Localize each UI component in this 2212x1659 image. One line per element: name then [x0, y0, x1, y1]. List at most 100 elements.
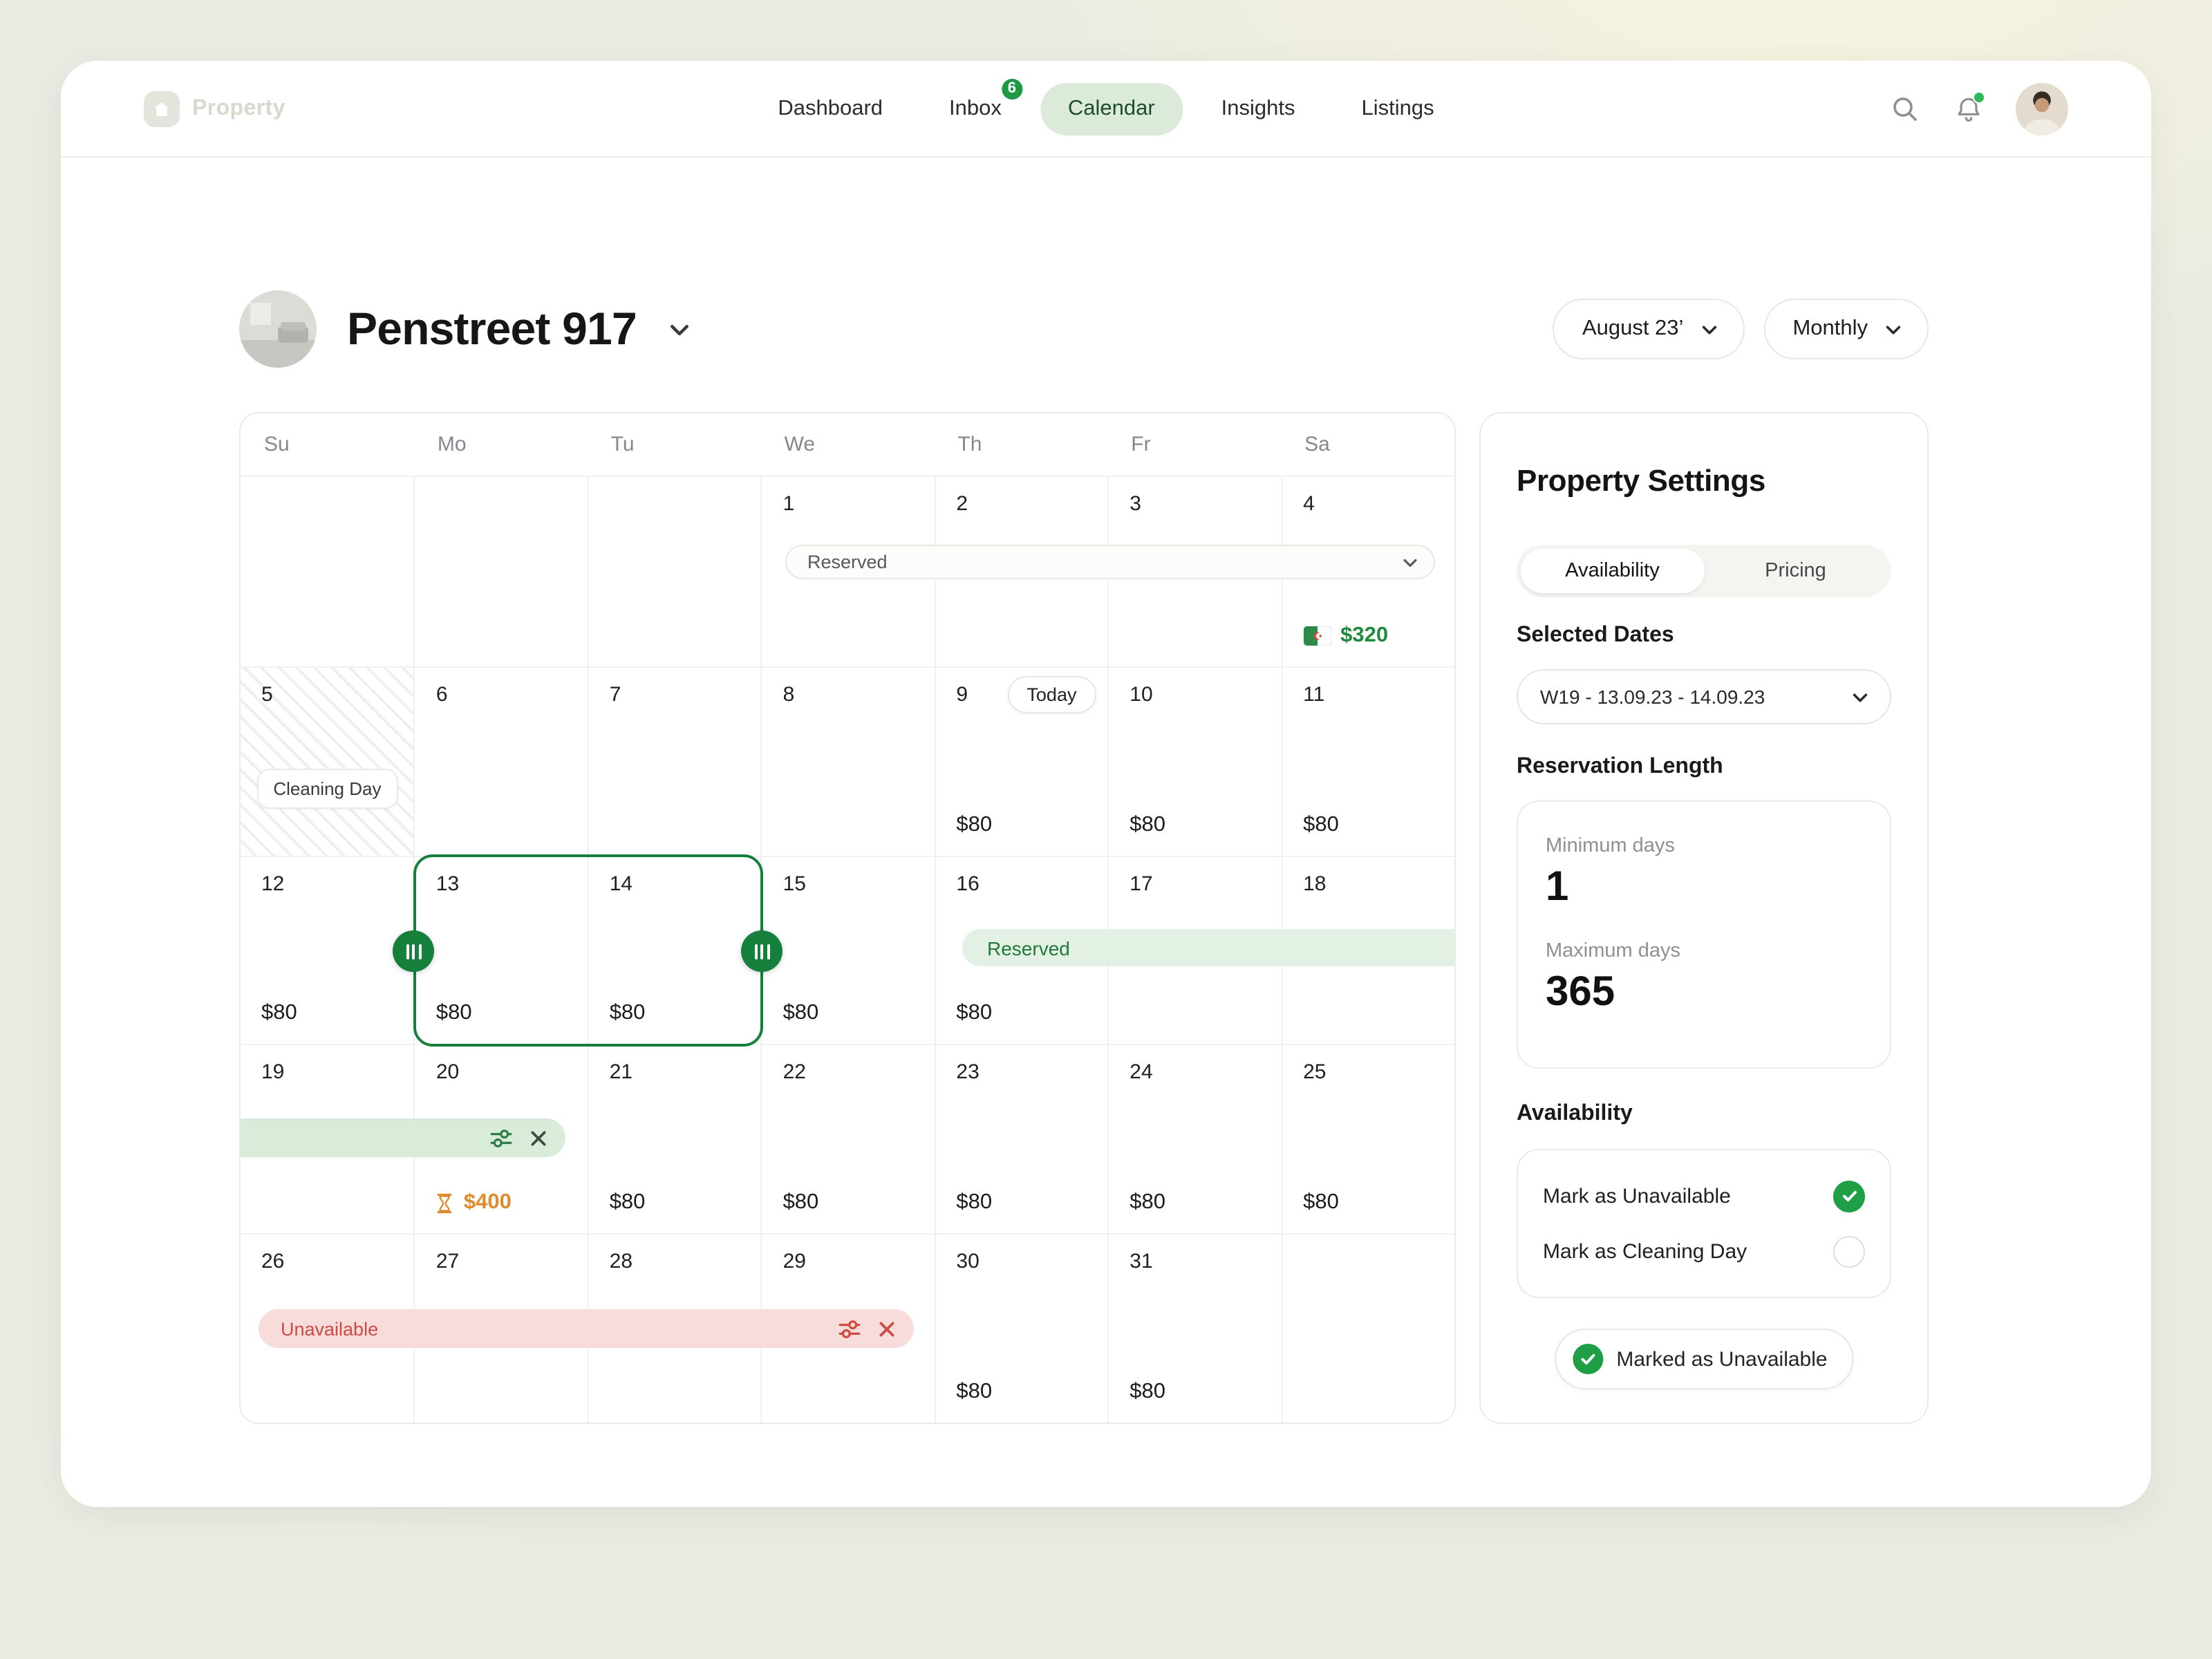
price-label: $80 — [956, 1190, 993, 1215]
day-cell[interactable]: 31 $80 — [1107, 1233, 1282, 1423]
day-cell[interactable]: 11 $80 — [1281, 666, 1454, 856]
maximum-days-value[interactable]: 365 — [1546, 969, 1615, 1015]
close-icon[interactable] — [878, 1320, 896, 1338]
date-number: 1 — [782, 492, 795, 516]
date-number: 19 — [261, 1060, 285, 1085]
property-selector[interactable]: Penstreet 917 — [239, 290, 693, 368]
day-cell[interactable]: 22 $80 — [760, 1044, 935, 1234]
price-label: $320 — [1340, 623, 1389, 647]
day-cell[interactable] — [1281, 1233, 1454, 1423]
day-cell[interactable]: 6 — [413, 666, 588, 856]
date-number: 4 — [1303, 492, 1315, 516]
minimum-days-value[interactable]: 1 — [1546, 864, 1569, 910]
date-number: 30 — [956, 1250, 980, 1274]
marked-unavailable-button[interactable]: Marked as Unavailable — [1554, 1329, 1854, 1389]
day-cell[interactable]: 15 $80 — [760, 855, 935, 1044]
reservation-length-card: Minimum days 1 Maximum days 365 — [1517, 800, 1891, 1069]
selected-date-range[interactable] — [413, 854, 763, 1047]
day-cell-today[interactable]: 9 Today $80 — [934, 666, 1108, 856]
view-dropdown[interactable]: Monthly — [1763, 299, 1929, 359]
selected-dates-value: W19 - 13.09.23 - 14.09.23 — [1540, 686, 1765, 708]
payout-amount: $320 — [1303, 624, 1388, 648]
day-cell[interactable]: 19 — [241, 1044, 414, 1234]
mark-unavailable-label: Mark as Unavailable — [1543, 1184, 1731, 1208]
price-label: $80 — [956, 812, 993, 836]
day-cell[interactable] — [413, 477, 588, 666]
day-cell[interactable] — [241, 477, 414, 666]
close-icon[interactable] — [529, 1129, 547, 1147]
radio-unchecked-icon[interactable] — [1833, 1235, 1865, 1267]
price-label: $80 — [1130, 1190, 1166, 1215]
weekday-label: Fr — [1131, 433, 1151, 456]
maximum-days-label: Maximum days — [1546, 940, 1680, 962]
property-settings-panel: Property Settings Availability Pricing S… — [1479, 412, 1929, 1424]
selected-period-bar[interactable] — [241, 1118, 565, 1157]
brand-logo[interactable]: Property — [144, 91, 285, 126]
day-cell[interactable]: 7 — [587, 666, 761, 856]
date-number: 13 — [435, 872, 460, 896]
price-label: $80 — [609, 1190, 646, 1215]
day-cell[interactable]: 21 $80 — [587, 1044, 761, 1234]
weekday-label: We — [784, 433, 816, 456]
day-cell[interactable]: 23 $80 — [934, 1044, 1108, 1234]
chevron-down-icon[interactable] — [1400, 552, 1420, 572]
tab-availability[interactable]: Availability — [1521, 549, 1704, 593]
unavailable-bar[interactable]: Unavailable — [259, 1309, 914, 1348]
day-cell[interactable]: 16 $80 — [934, 855, 1108, 1044]
weekday-label: Th — [957, 433, 982, 456]
mark-cleaning-day-label: Mark as Cleaning Day — [1543, 1239, 1747, 1263]
adjust-settings-icon[interactable] — [489, 1126, 513, 1150]
day-cell[interactable]: 25 $80 — [1281, 1044, 1454, 1234]
tab-pricing[interactable]: Pricing — [1765, 560, 1826, 582]
availability-card: Mark as Unavailable Mark as Cleaning Day — [1517, 1149, 1891, 1298]
nav-item-calendar[interactable]: Calendar — [1040, 82, 1183, 135]
mark-cleaning-day-option[interactable]: Mark as Cleaning Day — [1543, 1235, 1865, 1267]
day-cell[interactable]: 10 $80 — [1107, 666, 1282, 856]
date-number: 27 — [435, 1250, 460, 1274]
cleaning-day-badge: Cleaning Day — [256, 768, 398, 809]
day-cell-cleaning[interactable]: 5 Cleaning Day — [241, 666, 414, 856]
day-cell[interactable]: 24 $80 — [1107, 1044, 1282, 1234]
chevron-down-icon[interactable] — [667, 316, 693, 342]
nav-item-listings[interactable]: Listings — [1361, 96, 1434, 120]
nav-item-insights[interactable]: Insights — [1221, 96, 1295, 120]
weekday-header: Su Mo Tu We Th Fr Sa — [241, 413, 1454, 477]
date-number: 11 — [1303, 682, 1325, 706]
adjust-settings-icon[interactable] — [838, 1317, 861, 1340]
range-drag-handle-left[interactable] — [393, 930, 434, 972]
reservation-bar[interactable]: Reserved — [785, 545, 1435, 579]
search-icon[interactable] — [1888, 92, 1922, 125]
price-label: $400 — [463, 1190, 512, 1215]
chevron-down-icon — [1702, 325, 1716, 334]
weekday-label: Sa — [1304, 433, 1330, 456]
notification-dot — [1973, 91, 1985, 103]
radio-checked-icon[interactable] — [1833, 1180, 1865, 1212]
date-number: 7 — [609, 682, 621, 706]
chevron-down-icon — [1850, 686, 1871, 707]
month-dropdown-value: August 23’ — [1582, 317, 1684, 340]
weekday-label: Mo — [437, 433, 467, 456]
calendar-grid: Su Mo Tu We Th Fr Sa 1 2 3 4 — [239, 412, 1456, 1424]
notifications-bell-icon[interactable] — [1952, 91, 1985, 125]
property-name: Penstreet 917 — [347, 303, 637, 354]
reservation-bar-green[interactable]: Reserved — [962, 929, 1454, 966]
date-number: 16 — [956, 872, 980, 896]
selected-dates-dropdown[interactable]: W19 - 13.09.23 - 14.09.23 — [1517, 669, 1891, 724]
nav-item-inbox[interactable]: Inbox 6 — [921, 75, 1029, 135]
day-cell[interactable] — [587, 477, 761, 666]
day-cell[interactable]: 1 — [760, 477, 935, 666]
day-cell[interactable]: 8 — [760, 666, 935, 856]
settings-tabs: Availability Pricing — [1517, 545, 1891, 597]
day-cell[interactable]: 26 — [241, 1233, 414, 1423]
day-cell[interactable]: 12 $80 — [241, 855, 414, 1044]
range-drag-handle-right[interactable] — [741, 930, 782, 972]
price-label: $80 — [1130, 812, 1166, 836]
mark-unavailable-option[interactable]: Mark as Unavailable — [1543, 1180, 1865, 1212]
nav-item-dashboard[interactable]: Dashboard — [778, 96, 883, 120]
user-avatar[interactable] — [2016, 82, 2068, 135]
nav-menu: Dashboard Inbox 6 Calendar Insights List… — [750, 75, 1461, 135]
date-number: 22 — [782, 1060, 806, 1085]
month-dropdown[interactable]: August 23’ — [1553, 299, 1745, 359]
day-cell[interactable]: 30 $80 — [934, 1233, 1108, 1423]
